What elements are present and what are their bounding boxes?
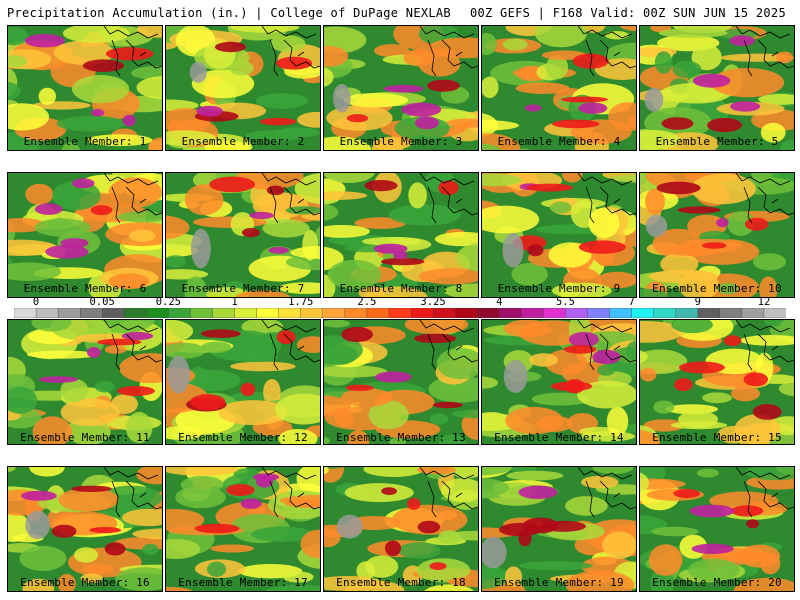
color-scale-swatch: [763, 308, 786, 318]
ensemble-member-map-10: [639, 172, 795, 298]
color-scale-swatch: [543, 308, 566, 318]
color-scale-swatch: [190, 308, 214, 318]
chart-title: Precipitation Accumulation (in.) | Colle…: [7, 6, 451, 20]
ensemble-member-map-18: [323, 466, 479, 592]
ensemble-member-caption: Ensemble Member: 11: [20, 431, 150, 444]
color-scale-swatch: [212, 308, 236, 318]
color-scale-bar: 0 0.05 0.25 1 1.75 2.5 3.25 4 5.5 7 9 12: [14, 296, 786, 320]
ensemble-member-map-9: [481, 172, 637, 298]
ensemble-member-map-4: [481, 25, 637, 151]
color-scale-swatch: [57, 308, 81, 318]
color-scale-tick-label: 12: [757, 296, 771, 308]
ensemble-member-caption: Ensemble Member: 10: [652, 282, 782, 295]
color-scale-swatch: [344, 308, 368, 318]
ensemble-member-map-14: [481, 319, 637, 445]
ensemble-member-map-6: [7, 172, 163, 298]
color-scale-swatch: [609, 308, 633, 318]
color-scale-swatches: [14, 308, 786, 318]
ensemble-member-map-12: [165, 319, 321, 445]
color-scale-tick-label: 1.75: [288, 296, 314, 308]
ensemble-member-map-16: [7, 466, 163, 592]
color-scale-swatch: [35, 308, 59, 318]
color-scale-swatch: [102, 308, 125, 318]
color-scale-swatch: [454, 308, 478, 318]
ensemble-member-map-2: [165, 25, 321, 151]
color-scale-swatch: [719, 308, 743, 318]
ensemble-member-map-1: [7, 25, 163, 151]
ensemble-member-caption: Ensemble Member: 8: [339, 282, 463, 295]
color-scale-swatch: [146, 308, 169, 318]
color-scale-tick-label: 1: [231, 296, 238, 308]
ensemble-member-map-7: [165, 172, 321, 298]
color-scale-swatch: [234, 308, 258, 318]
color-scale-swatch: [565, 308, 588, 318]
ensemble-member-map-15: [639, 319, 795, 445]
ensemble-member-map-8: [323, 172, 479, 298]
ensemble-member-caption: Ensemble Member: 16: [20, 576, 150, 589]
color-scale-swatch: [410, 308, 434, 318]
ensemble-member-caption: Ensemble Member: 19: [494, 576, 624, 589]
color-scale-swatch: [322, 308, 346, 318]
color-scale-swatch: [675, 308, 699, 318]
ensemble-member-map-13: [323, 319, 479, 445]
color-scale-swatch: [521, 308, 544, 318]
ensemble-member-caption: Ensemble Member: 20: [652, 576, 782, 589]
ensemble-member-caption: Ensemble Member: 2: [181, 135, 305, 148]
ensemble-member-caption: Ensemble Member: 18: [336, 576, 466, 589]
color-scale-swatch: [477, 308, 500, 318]
color-scale-swatch: [741, 308, 765, 318]
color-scale-tick-label: 4: [496, 296, 503, 308]
ensemble-member-caption: Ensemble Member: 5: [655, 135, 779, 148]
ensemble-member-caption: Ensemble Member: 7: [181, 282, 305, 295]
color-scale-tick-label: 2.5: [357, 296, 377, 308]
ensemble-member-map-20: [639, 466, 795, 592]
ensemble-member-caption: Ensemble Member: 4: [497, 135, 621, 148]
color-scale-swatch: [388, 308, 412, 318]
color-scale-swatch: [432, 308, 456, 318]
color-scale-swatch: [124, 308, 147, 318]
color-scale-swatch: [499, 308, 522, 318]
ensemble-member-map-11: [7, 319, 163, 445]
color-scale-tick-label: 0.05: [89, 296, 115, 308]
color-scale-tick-label: 7: [628, 296, 635, 308]
color-scale-swatch: [653, 308, 677, 318]
ensemble-member-map-3: [323, 25, 479, 151]
ensemble-member-caption: Ensemble Member: 3: [339, 135, 463, 148]
color-scale-tick-label: 3.25: [420, 296, 446, 308]
color-scale-swatch: [278, 308, 302, 318]
ensemble-member-caption: Ensemble Member: 15: [652, 431, 782, 444]
ensemble-member-caption: Ensemble Member: 14: [494, 431, 624, 444]
color-scale-swatch: [631, 308, 655, 318]
color-scale-swatch: [587, 308, 611, 318]
color-scale-swatch: [14, 308, 37, 318]
ensemble-member-caption: Ensemble Member: 6: [23, 282, 147, 295]
color-scale-tick-label: 9: [694, 296, 701, 308]
color-scale-swatch: [366, 308, 390, 318]
color-scale-swatch: [300, 308, 324, 318]
color-scale-swatch: [79, 308, 103, 318]
color-scale-swatch: [168, 308, 191, 318]
model-run-info: 00Z GEFS | F168 Valid: 00Z SUN JUN 15 20…: [469, 6, 786, 20]
ensemble-member-map-17: [165, 466, 321, 592]
color-scale-tick-label: 5.5: [555, 296, 575, 308]
ensemble-member-caption: Ensemble Member: 9: [497, 282, 621, 295]
color-scale-tick-label: 0.25: [155, 296, 182, 308]
ensemble-member-caption: Ensemble Member: 1: [23, 135, 147, 148]
ensemble-member-map-19: [481, 466, 637, 592]
color-scale-swatch: [697, 308, 721, 318]
ensemble-member-caption: Ensemble Member: 17: [178, 576, 308, 589]
ensemble-member-caption: Ensemble Member: 12: [178, 431, 308, 444]
color-scale-tick-label: 0: [32, 296, 40, 308]
color-scale-swatch: [256, 308, 280, 318]
ensemble-member-map-5: [639, 25, 795, 151]
ensemble-member-caption: Ensemble Member: 13: [336, 431, 466, 444]
